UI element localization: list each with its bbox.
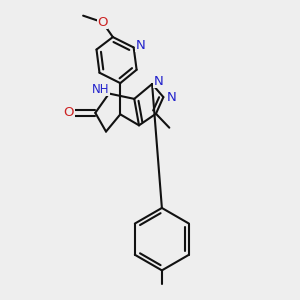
Text: N: N (154, 74, 164, 88)
Text: O: O (64, 106, 74, 119)
Text: N: N (135, 39, 145, 52)
Text: O: O (97, 16, 108, 29)
Text: N: N (167, 92, 177, 104)
Text: NH: NH (92, 82, 110, 96)
